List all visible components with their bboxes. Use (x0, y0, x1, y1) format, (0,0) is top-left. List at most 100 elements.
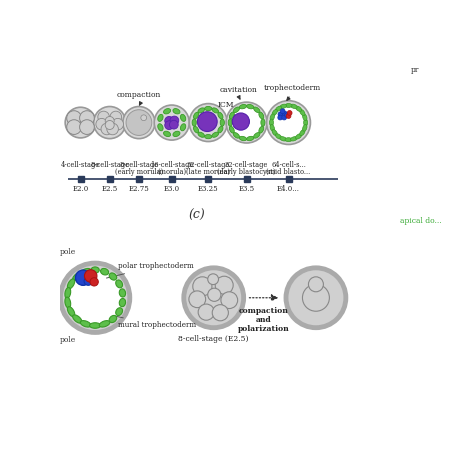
Circle shape (112, 118, 124, 130)
Ellipse shape (229, 112, 234, 119)
Ellipse shape (239, 104, 246, 109)
Ellipse shape (80, 320, 91, 327)
Ellipse shape (285, 137, 292, 142)
Circle shape (215, 276, 233, 294)
Circle shape (141, 115, 146, 121)
Text: (mid blasto...: (mid blasto... (266, 168, 310, 176)
Ellipse shape (270, 114, 274, 121)
Ellipse shape (272, 109, 277, 116)
Circle shape (198, 112, 217, 131)
Ellipse shape (116, 280, 123, 288)
Circle shape (170, 120, 178, 129)
Ellipse shape (158, 124, 163, 131)
Ellipse shape (246, 104, 254, 109)
Circle shape (189, 291, 206, 308)
Text: pole: pole (60, 248, 76, 256)
Ellipse shape (300, 109, 305, 116)
Circle shape (229, 105, 264, 140)
Circle shape (282, 115, 287, 120)
Text: polar trophectoderm: polar trophectoderm (107, 262, 193, 278)
Circle shape (170, 116, 179, 125)
Circle shape (75, 270, 91, 285)
Circle shape (193, 277, 212, 296)
Text: 32-cell-stage: 32-cell-stage (187, 161, 230, 169)
Circle shape (66, 269, 124, 327)
Text: apical do...: apical do... (400, 218, 441, 226)
Ellipse shape (198, 108, 204, 113)
Ellipse shape (280, 137, 287, 141)
Text: E3.0: E3.0 (164, 185, 180, 193)
Ellipse shape (67, 279, 75, 289)
Ellipse shape (291, 137, 297, 141)
Text: (late morula): (late morula) (186, 168, 230, 176)
Text: (morula): (morula) (157, 168, 186, 176)
Ellipse shape (239, 137, 246, 141)
Text: 8-cell-stage (E2.5): 8-cell-stage (E2.5) (179, 335, 249, 343)
Circle shape (189, 104, 227, 142)
Circle shape (67, 120, 82, 135)
Ellipse shape (254, 107, 260, 113)
Ellipse shape (275, 134, 282, 139)
Circle shape (80, 120, 94, 135)
Ellipse shape (212, 108, 219, 113)
Text: 16-cell-stage: 16-cell-stage (150, 161, 193, 169)
Circle shape (165, 121, 173, 129)
Ellipse shape (80, 268, 91, 275)
Ellipse shape (119, 299, 126, 307)
Ellipse shape (218, 126, 223, 133)
Ellipse shape (285, 103, 292, 108)
Circle shape (302, 284, 329, 311)
Ellipse shape (67, 307, 75, 317)
Ellipse shape (300, 129, 305, 136)
Ellipse shape (100, 268, 109, 275)
Text: cavitation: cavitation (219, 85, 257, 99)
Ellipse shape (270, 125, 274, 131)
Circle shape (107, 123, 118, 135)
Ellipse shape (295, 106, 301, 111)
Circle shape (65, 107, 96, 138)
Circle shape (232, 113, 249, 130)
Circle shape (271, 105, 307, 140)
Ellipse shape (205, 135, 212, 139)
Text: E4.0...: E4.0... (277, 185, 300, 193)
Ellipse shape (261, 119, 265, 126)
Circle shape (105, 117, 114, 126)
Circle shape (165, 117, 173, 125)
Text: E2.0: E2.0 (73, 185, 89, 193)
Ellipse shape (99, 320, 110, 327)
Ellipse shape (173, 109, 180, 114)
Ellipse shape (193, 112, 199, 119)
Ellipse shape (233, 133, 239, 138)
Circle shape (286, 114, 291, 118)
Ellipse shape (302, 114, 307, 121)
Circle shape (96, 118, 108, 130)
Ellipse shape (246, 137, 254, 141)
Circle shape (208, 288, 221, 301)
Circle shape (267, 100, 310, 145)
Ellipse shape (116, 308, 123, 316)
Ellipse shape (218, 112, 223, 119)
Ellipse shape (181, 124, 186, 131)
Ellipse shape (91, 267, 99, 273)
Text: trophectoderm: trophectoderm (264, 84, 321, 100)
Text: 4-cell-stage: 4-cell-stage (61, 161, 100, 169)
Ellipse shape (158, 114, 163, 121)
Circle shape (105, 120, 114, 129)
Ellipse shape (228, 119, 232, 126)
Circle shape (80, 111, 94, 126)
Circle shape (221, 292, 237, 309)
Circle shape (84, 270, 97, 282)
Circle shape (208, 274, 219, 284)
Circle shape (101, 123, 113, 135)
Text: E3.5: E3.5 (238, 185, 255, 193)
Circle shape (123, 107, 155, 138)
Ellipse shape (233, 107, 239, 113)
Circle shape (110, 111, 122, 123)
Circle shape (184, 268, 244, 328)
Text: 8-cell-stage: 8-cell-stage (119, 161, 158, 169)
Ellipse shape (181, 114, 186, 121)
Ellipse shape (280, 104, 287, 109)
Circle shape (283, 111, 287, 116)
Text: compaction
and
polarization: compaction and polarization (238, 307, 290, 333)
Ellipse shape (259, 126, 264, 133)
